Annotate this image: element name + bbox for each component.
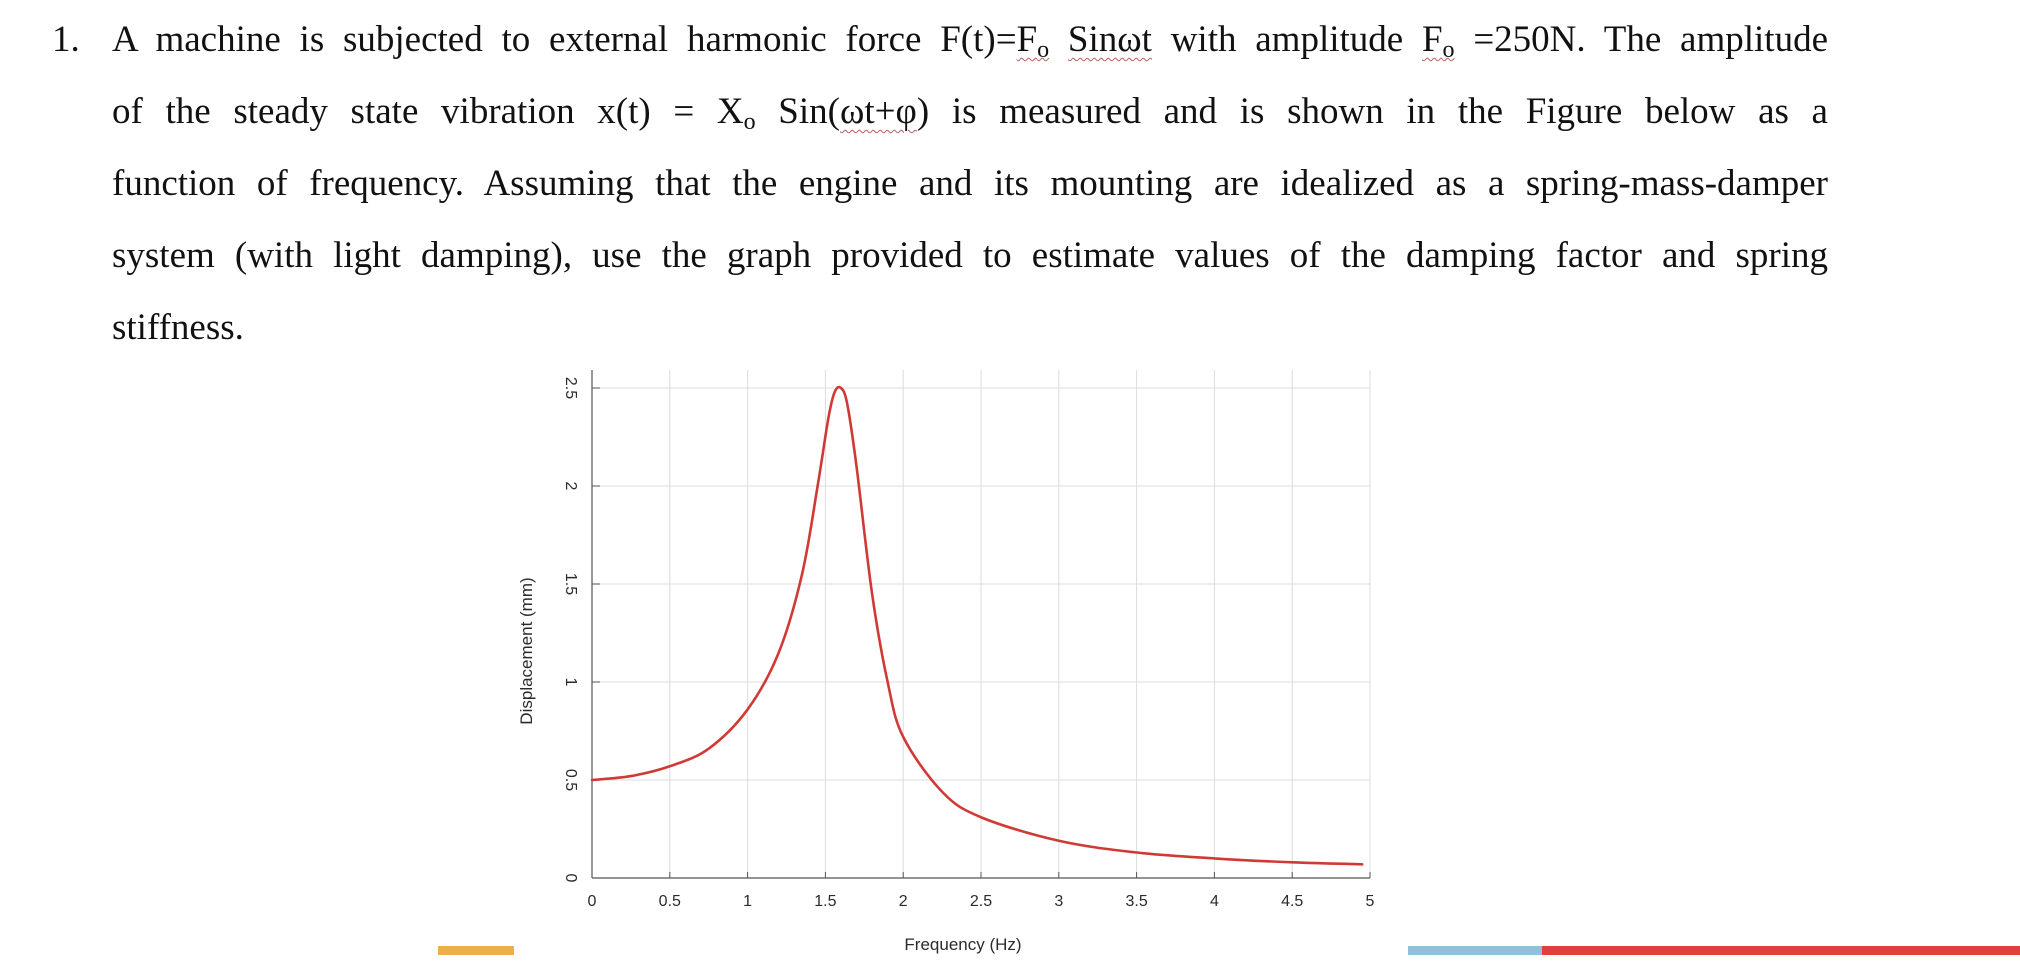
tick-label-y-1: 1	[562, 678, 579, 687]
force-symbol: Fo	[1016, 19, 1050, 63]
y-axis-label: Displacement (mm)	[517, 577, 536, 724]
series-line-0	[590, 385, 1364, 866]
chart-tick-labels: 0 0.5 1 1.5 2 2.5 3 3.5 4 4.5 5 0 0.5 1 1.5 2 2.5	[562, 377, 1375, 910]
tick-label-x-4.5: 4.5	[1281, 893, 1303, 910]
tick-label-y-0: 0	[562, 874, 579, 883]
sin-wt: Sinωt	[1067, 19, 1152, 60]
decorative-bar-blue	[1408, 946, 1542, 955]
line2-text-b: Sin(	[755, 91, 840, 132]
tick-label-x-3.5: 3.5	[1125, 893, 1147, 910]
tick-label-y-2: 2	[562, 482, 579, 491]
problem-number: 1.	[52, 19, 80, 60]
tick-label-x-2.5: 2.5	[970, 893, 992, 910]
chart-axes	[591, 370, 1371, 879]
tick-label-x-4: 4	[1210, 893, 1219, 910]
tick-label-x-1: 1	[743, 893, 752, 910]
problem-line-5: stiffness.	[112, 307, 244, 348]
phase-term: ωt+φ	[840, 91, 917, 132]
line1-text-c: =250N. The amplitude	[1454, 19, 1829, 60]
problem-line-2: of the steady state vibration x(t) = Xo …	[112, 90, 1828, 144]
tick-label-y-1.5: 1.5	[562, 573, 579, 595]
line2-text-a: of the steady state vibration x(t) = X	[112, 91, 744, 132]
tick-label-x-3: 3	[1054, 893, 1063, 910]
line1-text-b: with amplitude	[1151, 19, 1422, 60]
problem-line-1: A machine is subjected to external harmo…	[112, 18, 1828, 72]
chart-series	[590, 385, 1364, 866]
x-axis-label: Frequency (Hz)	[904, 935, 1021, 954]
tick-label-x-5: 5	[1366, 893, 1375, 910]
tick-label-x-1.5: 1.5	[814, 893, 836, 910]
tick-label-y-2.5: 2.5	[562, 377, 579, 399]
x-subscript: o	[743, 109, 756, 135]
tick-label-x-0.5: 0.5	[659, 893, 681, 910]
force-amplitude-symbol: Fo	[1421, 19, 1455, 63]
decorative-bar-yellow	[438, 946, 514, 955]
tick-label-y-0.5: 0.5	[562, 769, 579, 791]
line1-text-a: A machine is subjected to external harmo…	[112, 19, 1017, 60]
problem-line-3: function of frequency. Assuming that the…	[112, 163, 1828, 204]
chart-grid	[592, 370, 1371, 878]
problem-line-4: system (with light damping), use the gra…	[112, 235, 1828, 276]
tick-label-x-0: 0	[588, 893, 597, 910]
line2-text-c: ) is measured and is shown in the Figure…	[916, 91, 1828, 132]
decorative-bar-red	[1542, 946, 2020, 955]
tick-label-x-2: 2	[899, 893, 908, 910]
